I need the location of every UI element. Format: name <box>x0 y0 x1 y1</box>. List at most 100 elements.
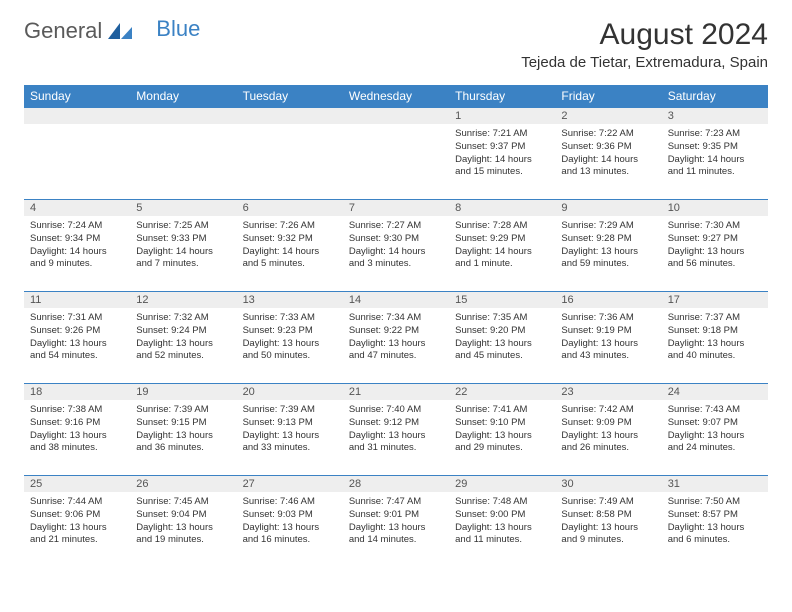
daylight-text: Daylight: 13 hours and 33 minutes. <box>243 430 337 456</box>
sunset-text: Sunset: 9:03 PM <box>243 509 337 522</box>
day-details: Sunrise: 7:21 AMSunset: 9:37 PMDaylight:… <box>449 124 555 183</box>
day-details: Sunrise: 7:38 AMSunset: 9:16 PMDaylight:… <box>24 400 130 459</box>
calendar-day: 11Sunrise: 7:31 AMSunset: 9:26 PMDayligh… <box>24 292 130 384</box>
day-number: 21 <box>343 384 449 400</box>
day-details: Sunrise: 7:41 AMSunset: 9:10 PMDaylight:… <box>449 400 555 459</box>
sunset-text: Sunset: 9:19 PM <box>561 325 655 338</box>
day-details: Sunrise: 7:28 AMSunset: 9:29 PMDaylight:… <box>449 216 555 275</box>
sunrise-text: Sunrise: 7:31 AM <box>30 312 124 325</box>
calendar-day: 27 Sunrise: 7:46 AMSunset: 9:03 PMDayligh… <box>237 476 343 568</box>
sunrise-text: Sunrise: 7:45 AM <box>136 496 230 509</box>
sunset-text: Sunset: 9:18 PM <box>668 325 762 338</box>
daylight-text: Daylight: 13 hours and 59 minutes. <box>561 246 655 272</box>
calendar-day: 22Sunrise: 7:41 AMSunset: 9:10 PMDayligh… <box>449 384 555 476</box>
day-number: 27 <box>237 476 343 492</box>
daylight-text: Daylight: 13 hours and 52 minutes. <box>136 338 230 364</box>
logo-text-general: General <box>24 18 102 44</box>
day-number: 5 <box>130 200 236 216</box>
day-number: 4 <box>24 200 130 216</box>
day-details: Sunrise: 7:37 AMSunset: 9:18 PMDaylight:… <box>662 308 768 367</box>
sunset-text: Sunset: 9:36 PM <box>561 141 655 154</box>
calendar-day: 16Sunrise: 7:36 AMSunset: 9:19 PMDayligh… <box>555 292 661 384</box>
day-details: Sunrise: 7:48 AMSunset: 9:00 PMDaylight:… <box>449 492 555 551</box>
calendar-day: 26Sunrise: 7:45 AMSunset: 9:04 PMDayligh… <box>130 476 236 568</box>
calendar-day: 20Sunrise: 7:39 AMSunset: 9:13 PMDayligh… <box>237 384 343 476</box>
sunrise-text: Sunrise: 7:36 AM <box>561 312 655 325</box>
sunset-text: Sunset: 9:15 PM <box>136 417 230 430</box>
day-number: 2 <box>555 108 661 124</box>
calendar-day: 30Sunrise: 7:49 AMSunset: 8:58 PMDayligh… <box>555 476 661 568</box>
day-details: Sunrise: 7:23 AMSunset: 9:35 PMDaylight:… <box>662 124 768 183</box>
calendar-day: 1Sunrise: 7:21 AMSunset: 9:37 PMDaylight… <box>449 108 555 200</box>
day-number: 29 <box>449 476 555 492</box>
daylight-text: Daylight: 14 hours and 3 minutes. <box>349 246 443 272</box>
sunrise-text: Sunrise: 7:27 AM <box>349 220 443 233</box>
calendar-day: 25Sunrise: 7:44 AMSunset: 9:06 PMDayligh… <box>24 476 130 568</box>
sunset-text: Sunset: 9:27 PM <box>668 233 762 246</box>
weekday-header: Sunday <box>24 85 130 108</box>
calendar-day: 3Sunrise: 7:23 AMSunset: 9:35 PMDaylight… <box>662 108 768 200</box>
day-details: Sunrise: 7:22 AMSunset: 9:36 PMDaylight:… <box>555 124 661 183</box>
sunrise-text: Sunrise: 7:38 AM <box>30 404 124 417</box>
day-number: 13 <box>237 292 343 308</box>
day-number: 1 <box>449 108 555 124</box>
daylight-text: Daylight: 13 hours and 16 minutes. <box>243 522 337 548</box>
daylight-text: Daylight: 13 hours and 40 minutes. <box>668 338 762 364</box>
sunset-text: Sunset: 9:30 PM <box>349 233 443 246</box>
logo-sail-icon <box>106 21 134 41</box>
calendar-day <box>24 108 130 200</box>
weekday-header: Monday <box>130 85 236 108</box>
day-details: Sunrise: 7:32 AMSunset: 9:24 PMDaylight:… <box>130 308 236 367</box>
sunrise-text: Sunrise: 7:37 AM <box>668 312 762 325</box>
sunset-text: Sunset: 9:34 PM <box>30 233 124 246</box>
logo: General Blue <box>24 18 200 44</box>
sunset-text: Sunset: 9:28 PM <box>561 233 655 246</box>
day-number <box>24 108 130 124</box>
sunrise-text: Sunrise: 7:24 AM <box>30 220 124 233</box>
logo-text-blue: Blue <box>156 16 200 42</box>
calendar-day <box>237 108 343 200</box>
daylight-text: Daylight: 13 hours and 24 minutes. <box>668 430 762 456</box>
title-block: August 2024 Tejeda de Tietar, Extremadur… <box>521 18 768 71</box>
sunrise-text: Sunrise: 7:28 AM <box>455 220 549 233</box>
daylight-text: Daylight: 13 hours and 54 minutes. <box>30 338 124 364</box>
day-number: 10 <box>662 200 768 216</box>
calendar-day: 18Sunrise: 7:38 AMSunset: 9:16 PMDayligh… <box>24 384 130 476</box>
sunrise-text: Sunrise: 7:40 AM <box>349 404 443 417</box>
daylight-text: Daylight: 14 hours and 9 minutes. <box>30 246 124 272</box>
calendar-week: 25Sunrise: 7:44 AMSunset: 9:06 PMDayligh… <box>24 476 768 568</box>
weekday-header: Tuesday <box>237 85 343 108</box>
day-number: 17 <box>662 292 768 308</box>
day-number: 19 <box>130 384 236 400</box>
sunrise-text: Sunrise: 7:32 AM <box>136 312 230 325</box>
day-details: Sunrise: 7:47 AMSunset: 9:01 PMDaylight:… <box>343 492 449 551</box>
month-title: August 2024 <box>521 18 768 52</box>
daylight-text: Daylight: 13 hours and 56 minutes. <box>668 246 762 272</box>
daylight-text: Daylight: 13 hours and 47 minutes. <box>349 338 443 364</box>
day-details: Sunrise: 7:25 AMSunset: 9:33 PMDaylight:… <box>130 216 236 275</box>
calendar-day: 7Sunrise: 7:27 AMSunset: 9:30 PMDaylight… <box>343 200 449 292</box>
sunrise-text: Sunrise: 7:33 AM <box>243 312 337 325</box>
sunrise-text: Sunrise: 7:46 AM <box>243 496 337 509</box>
calendar-day: 15Sunrise: 7:35 AMSunset: 9:20 PMDayligh… <box>449 292 555 384</box>
daylight-text: Daylight: 14 hours and 15 minutes. <box>455 154 549 180</box>
day-number: 9 <box>555 200 661 216</box>
sunrise-text: Sunrise: 7:22 AM <box>561 128 655 141</box>
calendar-day: 29Sunrise: 7:48 AMSunset: 9:00 PMDayligh… <box>449 476 555 568</box>
sunrise-text: Sunrise: 7:23 AM <box>668 128 762 141</box>
day-number <box>343 108 449 124</box>
day-number: 25 <box>24 476 130 492</box>
sunrise-text: Sunrise: 7:34 AM <box>349 312 443 325</box>
day-details: Sunrise: 7:40 AMSunset: 9:12 PMDaylight:… <box>343 400 449 459</box>
sunrise-text: Sunrise: 7:49 AM <box>561 496 655 509</box>
calendar-day: 24Sunrise: 7:43 AMSunset: 9:07 PMDayligh… <box>662 384 768 476</box>
sunrise-text: Sunrise: 7:47 AM <box>349 496 443 509</box>
day-details: Sunrise: 7:42 AMSunset: 9:09 PMDaylight:… <box>555 400 661 459</box>
daylight-text: Daylight: 13 hours and 19 minutes. <box>136 522 230 548</box>
sunrise-text: Sunrise: 7:41 AM <box>455 404 549 417</box>
sunset-text: Sunset: 9:33 PM <box>136 233 230 246</box>
sunrise-text: Sunrise: 7:39 AM <box>136 404 230 417</box>
day-details: Sunrise: 7:35 AMSunset: 9:20 PMDaylight:… <box>449 308 555 367</box>
day-details: Sunrise: 7:29 AMSunset: 9:28 PMDaylight:… <box>555 216 661 275</box>
calendar: Sunday Monday Tuesday Wednesday Thursday… <box>24 85 768 568</box>
